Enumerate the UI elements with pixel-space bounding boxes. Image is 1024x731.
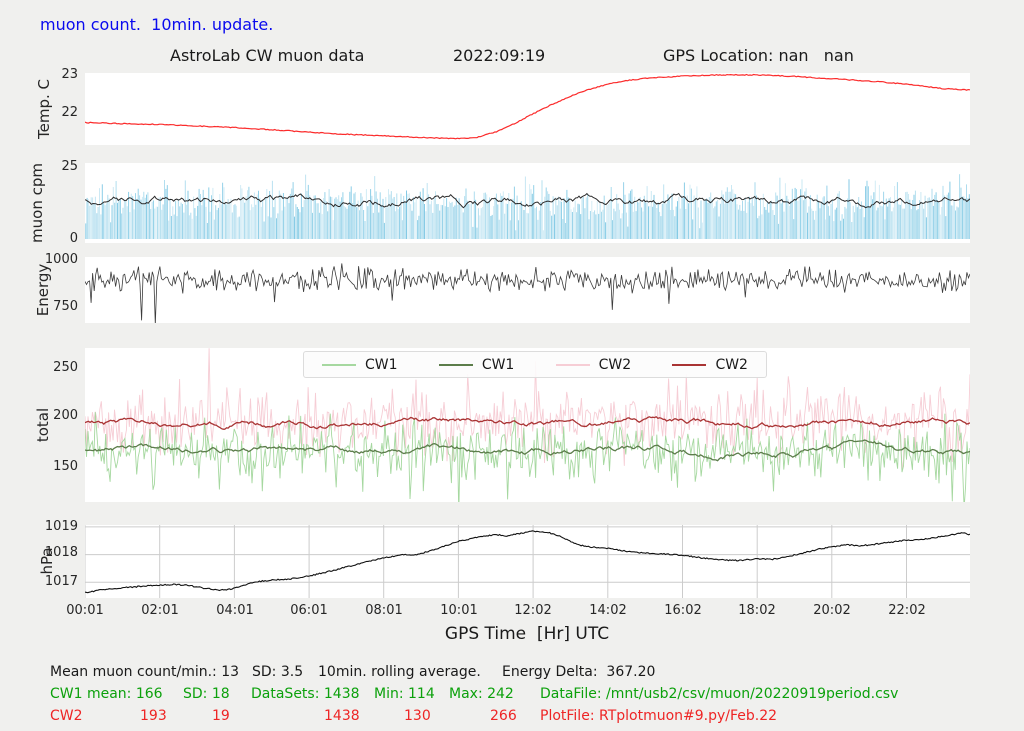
stat-energy-delta: Energy Delta: 367.20 bbox=[502, 664, 656, 680]
x-tick-label: 10:01 bbox=[440, 603, 478, 618]
title-datetime: 2022:09:19 bbox=[453, 46, 546, 65]
stat-cw1-min: Min: 114 bbox=[374, 686, 435, 702]
stat-cw2-sd: 19 bbox=[212, 708, 230, 724]
stat-cw2-datasets: 1438 bbox=[324, 708, 360, 724]
legend-line-cw2-raw bbox=[555, 363, 590, 366]
y-tick-label: 0 bbox=[69, 231, 78, 246]
y-axis-label-muon-cpm: muon cpm bbox=[28, 163, 46, 243]
y-tick-label: 22 bbox=[61, 105, 78, 120]
legend: CW1 CW1 CW2 CW2 bbox=[303, 351, 767, 378]
pressure-plot bbox=[85, 525, 970, 598]
legend-label: CW1 bbox=[365, 356, 398, 373]
y-axis-label-energy: Energy bbox=[34, 263, 52, 317]
stat-cw1-mean: CW1 mean: 166 bbox=[50, 686, 163, 702]
temperature-plot bbox=[85, 73, 970, 140]
stat-datafile: DataFile: /mnt/usb2/csv/muon/20220919per… bbox=[540, 686, 899, 702]
y-tick-label: 200 bbox=[53, 408, 78, 423]
legend-line-cw2-avg bbox=[672, 363, 707, 366]
x-tick-label: 14:02 bbox=[589, 603, 627, 618]
x-tick-label: 20:02 bbox=[813, 603, 851, 618]
y-axis-label-total: total bbox=[34, 407, 52, 443]
y-tick-label: 1018 bbox=[44, 545, 78, 560]
x-tick-label: 12:02 bbox=[514, 603, 552, 618]
panel-energy bbox=[85, 257, 970, 323]
x-tick-label: 08:01 bbox=[365, 603, 403, 618]
stat-rolling-note: 10min. rolling average. bbox=[318, 664, 481, 680]
total-plot bbox=[85, 348, 970, 502]
stat-cw2-mean: 193 bbox=[140, 708, 167, 724]
legend-line-cw1-avg bbox=[438, 363, 473, 366]
legend-label: CW2 bbox=[598, 356, 632, 373]
stat-cw2-max: 266 bbox=[490, 708, 517, 724]
status-text: muon count. 10min. update. bbox=[40, 15, 274, 34]
x-tick-label: 06:01 bbox=[290, 603, 328, 618]
y-axis-label-temp: Temp. C bbox=[35, 79, 53, 139]
y-tick-label: 1019 bbox=[44, 519, 78, 534]
legend-label: CW2 bbox=[715, 356, 748, 373]
panel-temperature bbox=[85, 73, 970, 145]
y-tick-label: 23 bbox=[61, 67, 78, 82]
stat-cw1-datasets: DataSets: 1438 bbox=[251, 686, 360, 702]
y-tick-label: 1017 bbox=[44, 574, 78, 589]
stat-mean-muon: Mean muon count/min.: 13 bbox=[50, 664, 240, 680]
stat-muon-sd: SD: 3.5 bbox=[252, 664, 304, 680]
y-tick-label: 1000 bbox=[44, 252, 78, 267]
page-title: AstroLab CW muon data bbox=[170, 46, 365, 65]
y-axis-label-hpa: hPa bbox=[38, 547, 56, 575]
legend-line-cw1-raw bbox=[322, 363, 356, 366]
stat-cw1-max: Max: 242 bbox=[449, 686, 514, 702]
panel-pressure bbox=[85, 525, 970, 598]
stat-cw2-label: CW2 bbox=[50, 708, 83, 724]
energy-plot bbox=[85, 263, 970, 323]
panel-muon-cpm bbox=[85, 163, 970, 243]
stat-plotfile: PlotFile: RTplotmuon#9.py/Feb.22 bbox=[540, 708, 778, 724]
stat-cw1-sd: SD: 18 bbox=[183, 686, 230, 702]
y-tick-label: 25 bbox=[61, 159, 78, 174]
y-tick-label: 150 bbox=[53, 459, 78, 474]
x-tick-label: 18:02 bbox=[738, 603, 776, 618]
x-tick-label: 04:01 bbox=[216, 603, 254, 618]
x-tick-label: 16:02 bbox=[664, 603, 702, 618]
x-tick-label: 02:01 bbox=[141, 603, 179, 618]
legend-label: CW1 bbox=[481, 356, 515, 373]
muon-cpm-plot bbox=[85, 174, 970, 239]
stat-cw2-min: 130 bbox=[404, 708, 431, 724]
legend-item: CW2 bbox=[555, 356, 632, 373]
title-gps-location: GPS Location: nan nan bbox=[663, 46, 854, 65]
legend-item: CW2 bbox=[672, 357, 748, 373]
x-tick-label: 00:01 bbox=[66, 603, 104, 618]
legend-item: CW1 bbox=[322, 357, 398, 373]
x-tick-label: 22:02 bbox=[888, 603, 926, 618]
y-tick-label: 250 bbox=[53, 360, 78, 375]
y-tick-label: 750 bbox=[53, 299, 78, 314]
legend-item: CW1 bbox=[438, 356, 515, 373]
x-axis-label: GPS Time [Hr] UTC bbox=[444, 624, 610, 644]
